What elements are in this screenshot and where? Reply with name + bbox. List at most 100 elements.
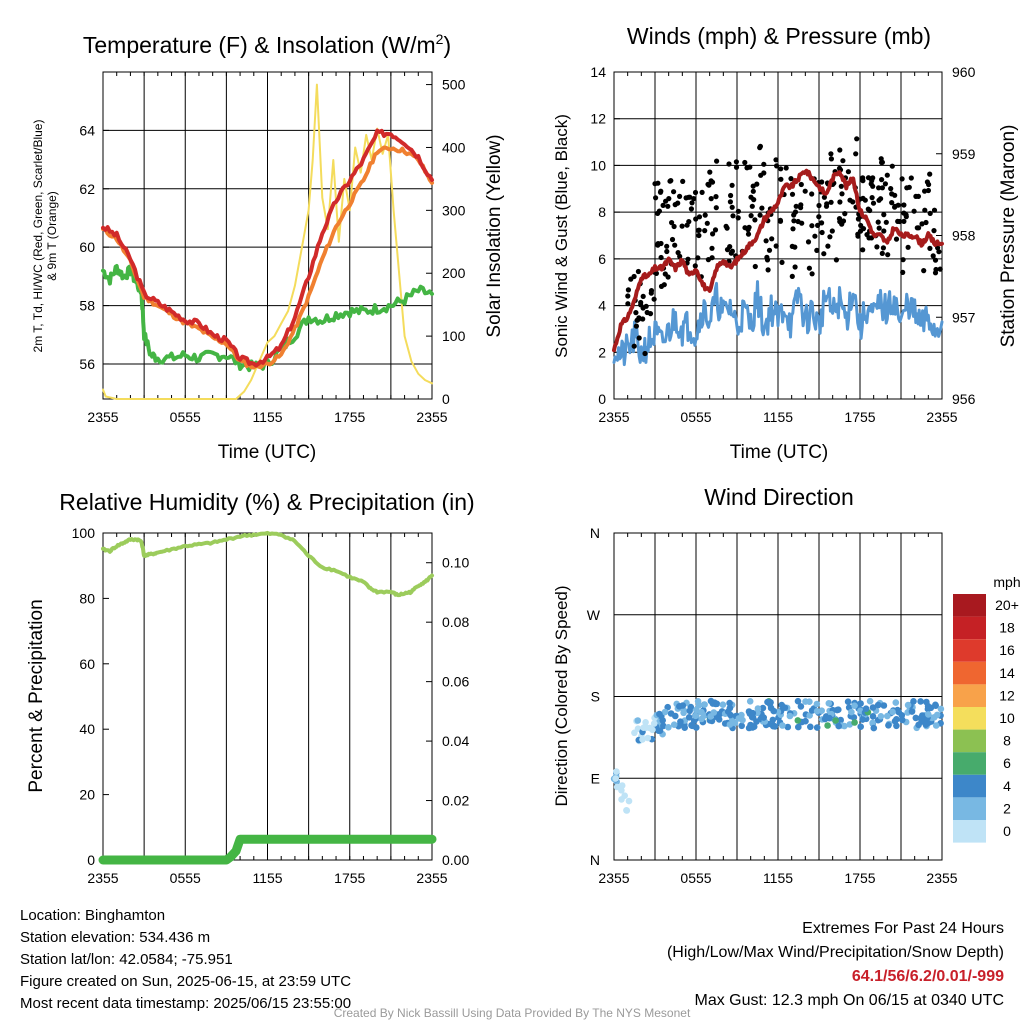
gust-point — [899, 176, 905, 182]
gust-point — [677, 253, 683, 259]
gust-point — [915, 193, 922, 199]
gust-point — [653, 270, 660, 276]
rh-x-tick-label: 1755 — [334, 870, 365, 886]
gust-point — [713, 205, 719, 211]
gust-point — [806, 265, 813, 271]
solar-y2-tick-label: 100 — [442, 328, 466, 344]
gust-point — [742, 225, 748, 231]
wind-y-tick-label: 0 — [598, 391, 606, 407]
gust-point — [828, 156, 835, 162]
wind-direction-point — [661, 708, 669, 716]
wind-y-tick-label: 14 — [590, 64, 606, 80]
gust-point — [702, 228, 708, 234]
wind-direction-point — [693, 706, 700, 714]
legend-swatch — [953, 820, 986, 843]
gust-point — [638, 299, 644, 306]
wind-direction-point — [933, 711, 941, 719]
wind-direction-point — [710, 709, 718, 716]
gust-point — [750, 183, 756, 189]
gust-point — [655, 210, 661, 216]
gust-point — [729, 182, 735, 188]
gust-point — [904, 185, 910, 191]
gust-point — [634, 317, 640, 323]
wind-direction-point — [925, 711, 932, 718]
gust-point — [879, 185, 886, 191]
wind-direction-point — [851, 702, 858, 709]
legend-label: 12 — [999, 687, 1015, 703]
gust-point — [625, 287, 632, 293]
wind-x-tick-label: 1755 — [844, 409, 875, 425]
gust-point — [864, 232, 870, 238]
gust-point — [692, 189, 699, 196]
legend-label: 16 — [999, 642, 1015, 658]
gust-point — [735, 208, 742, 214]
temperature-panel-title: Temperature (F) & Insolation (W/m2) — [83, 31, 451, 58]
wdir-y-tick-label: S — [591, 689, 600, 705]
pressure-y2-tick-label: 959 — [952, 146, 976, 162]
wind-direction-point — [656, 710, 663, 718]
gust-point — [809, 223, 815, 229]
gust-point — [839, 191, 845, 197]
wind-direction-point — [760, 714, 767, 721]
legend-label: 2 — [1003, 800, 1011, 816]
gust-point — [809, 271, 815, 277]
gust-point — [710, 231, 716, 237]
gust-point — [727, 199, 734, 205]
gust-point — [837, 147, 843, 153]
wind-direction-point — [802, 698, 809, 705]
gust-point — [828, 199, 834, 205]
gust-point — [827, 234, 833, 240]
gust-point — [625, 293, 631, 299]
solar-y2-tick-label: 200 — [442, 265, 466, 281]
gust-point — [783, 165, 789, 171]
gust-point — [702, 212, 708, 218]
gust-point — [792, 264, 798, 270]
wind-direction-point — [870, 724, 878, 732]
gust-point — [880, 245, 887, 251]
gust-point — [889, 200, 895, 206]
wind-direction-point — [794, 697, 802, 705]
wind-direction-point — [813, 700, 821, 708]
legend-swatch — [953, 594, 986, 617]
gust-point — [769, 236, 775, 242]
wind-direction-point — [631, 729, 638, 737]
gust-point — [679, 223, 685, 229]
relative-humidity-line — [101, 530, 434, 598]
wind-direction-point — [806, 712, 813, 719]
wind-ylabel: Sonic Wind & Gust (Blue, Black) — [552, 114, 571, 358]
gust-point — [709, 179, 716, 185]
gust-point — [752, 217, 758, 223]
gust-point — [705, 257, 712, 263]
gust-point — [805, 239, 812, 245]
gust-point — [842, 211, 848, 217]
gust-point — [858, 222, 864, 229]
gust-point — [798, 181, 804, 188]
gust-point — [664, 243, 670, 249]
gust-point — [636, 335, 642, 341]
wind-direction-point — [642, 719, 649, 726]
gust-point — [788, 176, 794, 182]
gust-point — [653, 195, 659, 201]
gust-point — [750, 188, 756, 194]
wind-direction-point — [715, 716, 723, 723]
legend-label: 0 — [1003, 823, 1011, 839]
wind-x-tick-label: 0555 — [680, 409, 711, 425]
wind-direction-point — [786, 712, 794, 720]
wind-direction-point — [680, 709, 687, 717]
gust-points — [625, 136, 943, 357]
wind-direction-point — [749, 709, 757, 717]
gust-point — [930, 253, 936, 259]
gust-point — [773, 157, 779, 163]
humidity-panel: Relative Humidity (%) & Precipitation (i… — [26, 489, 475, 886]
wind-direction-point — [859, 716, 866, 723]
gust-point — [837, 219, 843, 225]
wind-direction-point — [719, 701, 727, 708]
gust-point — [709, 245, 715, 251]
gust-point — [644, 309, 650, 316]
rh-y-tick-label: 100 — [72, 525, 96, 541]
gust-point — [879, 159, 885, 166]
legend-swatch — [953, 729, 986, 753]
wind-direction-point — [659, 717, 666, 724]
wind-direction-point — [618, 787, 625, 794]
